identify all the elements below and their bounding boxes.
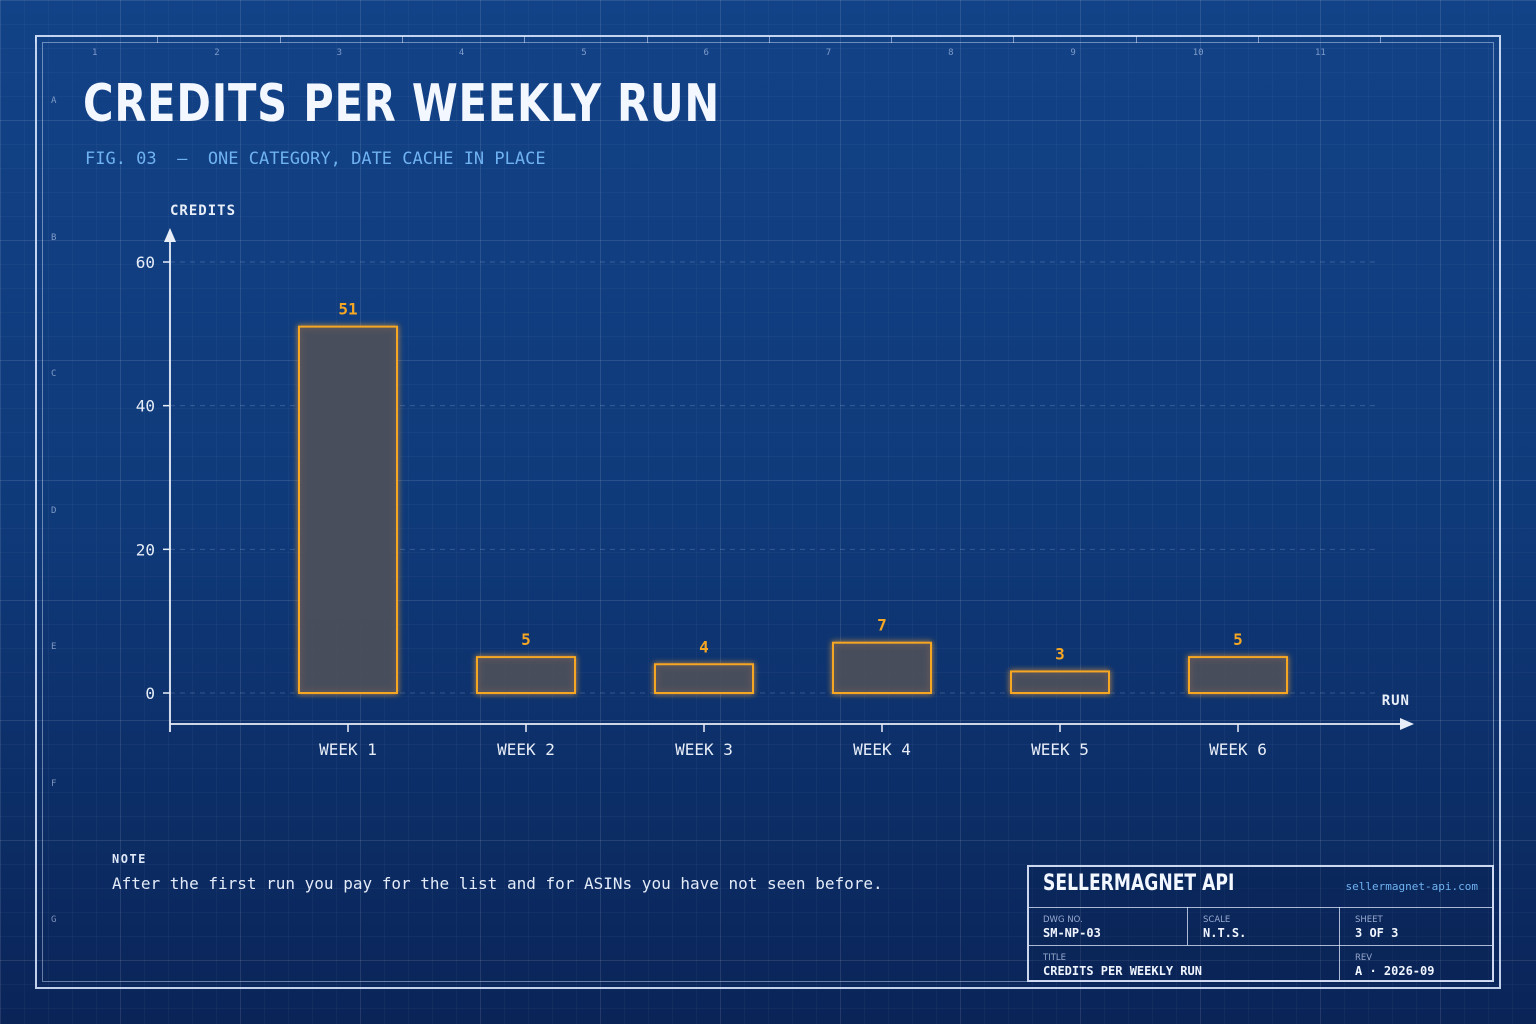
y-tick-label: 0 (145, 684, 155, 703)
grid-row-label: A (51, 96, 57, 106)
bar-value-label: 7 (877, 616, 887, 635)
x-tick-label: WEEK 3 (675, 740, 733, 759)
grid-column-label: 7 (825, 48, 832, 58)
bar (1010, 670, 1110, 695)
rev-label: REV (1355, 953, 1373, 963)
grid-column-tick (646, 36, 648, 43)
bar-value-label: 5 (1233, 630, 1243, 649)
scale-value: N.T.S. (1203, 926, 1247, 940)
bar (654, 663, 754, 694)
drawing-frame-outer (35, 35, 1501, 989)
grid-column-tick (1013, 36, 1015, 43)
title-block-divider (1029, 907, 1492, 908)
grid-column-tick (157, 36, 159, 43)
grid-column-label: 2 (214, 48, 220, 58)
grid-row-label: C (51, 369, 57, 379)
bar (832, 641, 932, 695)
sheet-value: 3 OF 3 (1355, 926, 1399, 940)
grid-column-label: 9 (1070, 48, 1076, 58)
y-tick-label: 40 (136, 397, 155, 416)
grid-column-tick (35, 36, 36, 43)
page-title: CREDITS PER WEEKLY RUN (83, 74, 721, 134)
bar (476, 656, 576, 694)
grid-column-label: 8 (948, 48, 954, 58)
grid-row-label: G (51, 915, 57, 925)
grid-row-label: B (51, 232, 57, 243)
title-block-divider (1029, 945, 1492, 946)
bar (298, 325, 398, 694)
x-tick-label: WEEK 1 (319, 740, 377, 759)
grid-column-tick (1258, 36, 1259, 43)
bar-value-label: 3 (1055, 644, 1065, 663)
bar-value-label: 4 (699, 637, 709, 656)
grid-column-tick (279, 36, 281, 43)
dwg-value: SM-NP-03 (1043, 926, 1101, 940)
grid-column-tick (1135, 36, 1137, 43)
grid-column-label: 10 (1192, 48, 1204, 58)
x-axis-title: RUN (1382, 693, 1410, 709)
title-block-divider (1339, 907, 1340, 980)
title-value: CREDITS PER WEEKLY RUN (1043, 964, 1202, 978)
grid-row-label: D (51, 505, 57, 516)
bar-value-label: 51 (338, 300, 357, 319)
page-subtitle: FIG. 03 — ONE CATEGORY, DATE CACHE IN PL… (85, 149, 546, 169)
brand-name: SELLERMAGNET API (1043, 871, 1235, 896)
y-axis-title: CREDITS (170, 203, 236, 219)
grid-column-tick (401, 36, 403, 43)
x-tick-label: WEEK 6 (1209, 740, 1267, 759)
title-label: TITLE (1043, 953, 1066, 963)
grid-column-label: 4 (458, 48, 465, 58)
grid-column-label: 1 (92, 48, 98, 58)
title-block-divider (1187, 907, 1188, 945)
note-text: After the first run you pay for the list… (112, 874, 883, 893)
grid-column-tick (1380, 36, 1382, 43)
sheet-label: SHEET (1355, 915, 1383, 925)
bar (1188, 656, 1288, 694)
y-axis-arrow (164, 228, 176, 242)
x-tick-label: WEEK 5 (1031, 740, 1089, 759)
grid-row-label: E (51, 642, 57, 652)
grid-column-tick (768, 36, 770, 43)
grid-column-label: 11 (1315, 48, 1326, 58)
rev-value: A · 2026-09 (1355, 964, 1435, 978)
scale-label: SCALE (1203, 915, 1231, 925)
grid-column-tick (524, 36, 526, 43)
grid-row-label: F (51, 778, 57, 789)
grid-column-tick (891, 36, 893, 43)
y-tick-label: 20 (136, 540, 155, 559)
x-tick-label: WEEK 4 (853, 740, 911, 759)
x-axis-arrow (1400, 718, 1414, 730)
grid-column-label: 3 (336, 48, 343, 58)
grid-column-label: 6 (703, 48, 709, 58)
brand-url: sellermagnet-api.com (1345, 880, 1478, 893)
y-tick-label: 60 (136, 253, 155, 272)
x-tick-label: WEEK 2 (497, 740, 555, 759)
note-heading: NOTE (112, 852, 147, 866)
grid-column-label: 5 (581, 48, 587, 58)
bar-value-label: 5 (521, 630, 531, 649)
drawing-frame-inner (42, 42, 1494, 982)
title-block: SELLERMAGNET API sellermagnet-api.com DW… (1027, 865, 1494, 982)
dwg-label: DWG NO. (1043, 915, 1083, 925)
